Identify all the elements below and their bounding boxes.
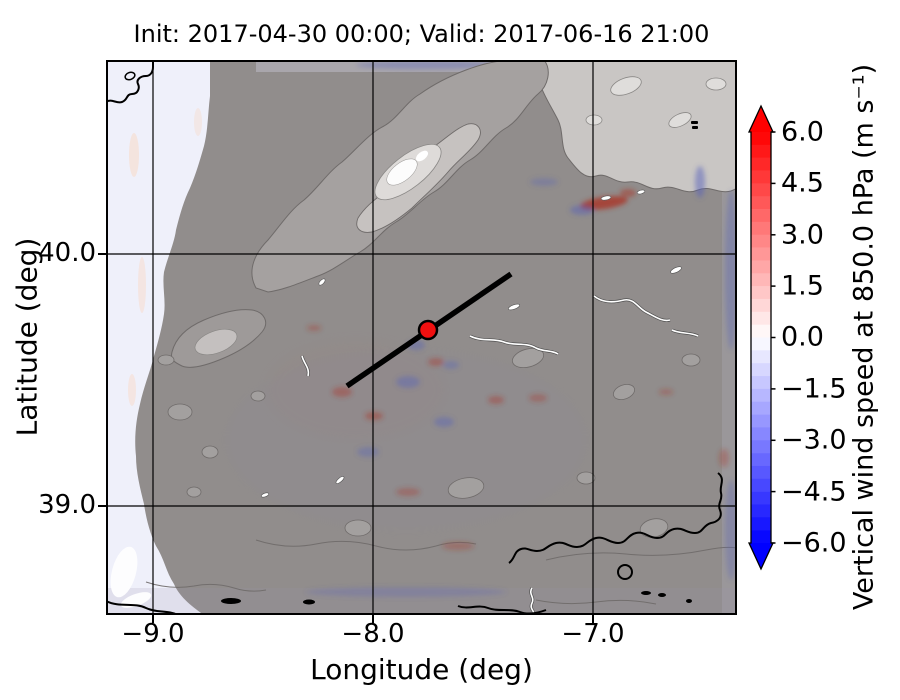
colorbar-tick-label: −1.5: [781, 373, 847, 405]
colorbar-tick-label: −3.0: [781, 424, 847, 456]
xtick-mark: [152, 615, 154, 623]
colorbar-tick-label: −6.0: [781, 527, 847, 559]
station-marker: [417, 319, 439, 341]
graticule: [106, 60, 737, 615]
xtick-label: −9.0: [121, 619, 185, 649]
terrain-peak: [386, 158, 418, 186]
xtick-mark: [372, 615, 374, 623]
ytick-label: 40.0: [38, 238, 96, 268]
xtick-label: −8.0: [341, 619, 405, 649]
colorbar: [747, 104, 776, 571]
coastline: [106, 60, 723, 615]
ytick-label: 39.0: [38, 490, 96, 520]
colorbar-tick-marks: [771, 131, 776, 544]
map-raster: [106, 60, 737, 615]
plot-border: [106, 60, 737, 615]
colorbar-arrow-down: [749, 543, 773, 569]
xtick-label: −7.0: [561, 619, 625, 649]
colorbar-tick-label: 4.5: [781, 167, 824, 199]
colorbar-tick-label: 3.0: [781, 219, 824, 251]
colorbar-tick-label: −4.5: [781, 476, 847, 508]
colorbar-tick-label: 1.5: [781, 270, 824, 302]
colorbar-tick-label: 6.0: [781, 116, 824, 148]
coast-islets: [221, 121, 698, 605]
x-axis-label: Longitude (deg): [310, 653, 533, 686]
colorbar-label: Vertical wind speed at 850.0 hPa (m s⁻¹): [848, 63, 880, 611]
plot-title: Init: 2017-04-30 00:00; Valid: 2017-06-1…: [133, 20, 710, 48]
ytick-mark: [98, 505, 106, 507]
ytick-mark: [98, 253, 106, 255]
terrain-plateau-ne: [534, 60, 737, 193]
colorbar-gradient: [751, 132, 771, 544]
xtick-mark: [592, 615, 594, 623]
colorbar-arrow-up: [749, 106, 773, 132]
map-plot: [106, 60, 737, 615]
colorbar-tick-label: 0.0: [781, 321, 824, 353]
